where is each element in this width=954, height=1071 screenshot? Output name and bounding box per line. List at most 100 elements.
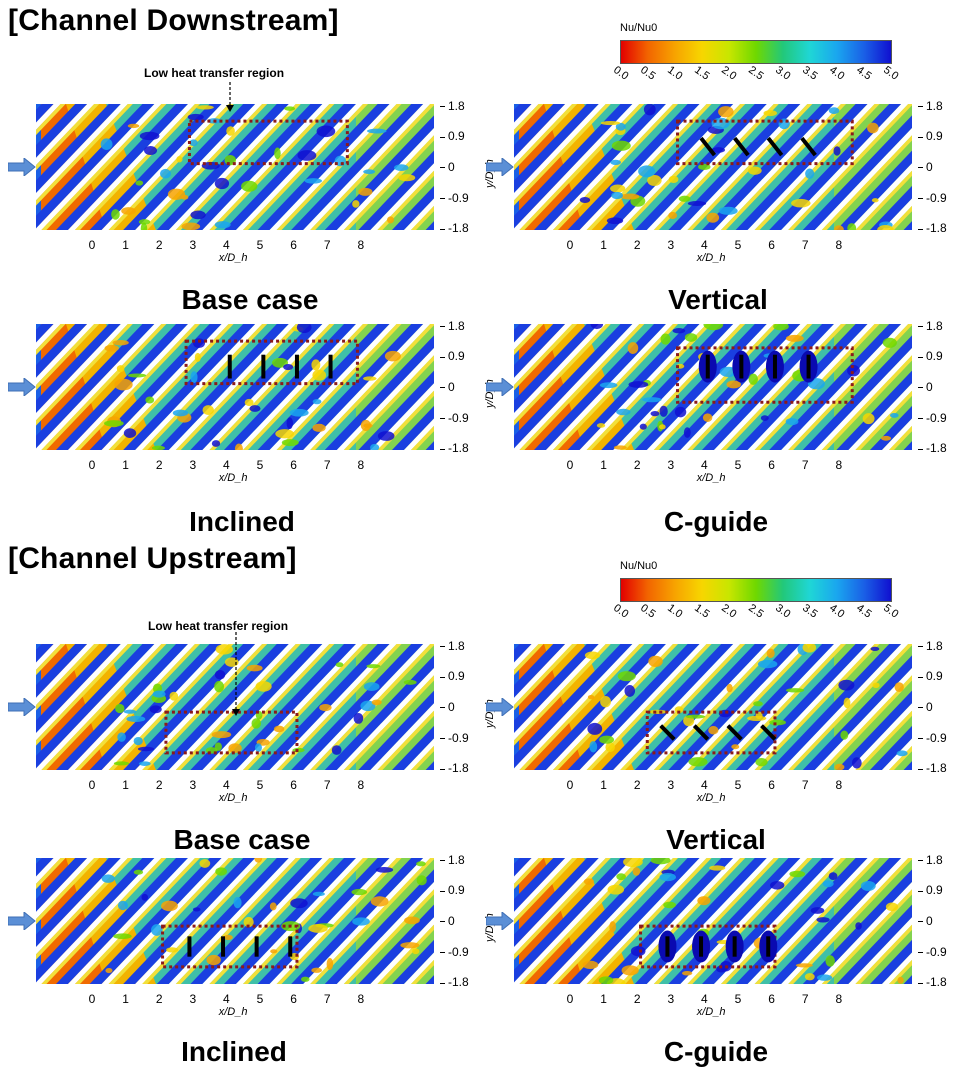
contour-blob bbox=[860, 880, 876, 891]
low-nu-band bbox=[75, 644, 200, 770]
rib-gap bbox=[269, 858, 397, 984]
rib-gap bbox=[269, 104, 397, 230]
contour-blob bbox=[791, 198, 811, 208]
rib-gap bbox=[680, 104, 808, 230]
contour-blob bbox=[833, 146, 841, 156]
contour-blob bbox=[613, 445, 627, 450]
rib-gap bbox=[202, 644, 330, 770]
contour-blob bbox=[870, 646, 880, 652]
contour-blob bbox=[160, 168, 171, 179]
contour-blob bbox=[828, 872, 838, 880]
y-tick-label: 0.9 bbox=[918, 669, 943, 683]
low-nu-band bbox=[553, 858, 678, 984]
contour-blob bbox=[241, 180, 258, 192]
x-tick-label: 1 bbox=[122, 238, 129, 252]
colorbar-title: Nu/Nu0 bbox=[620, 560, 658, 572]
contour-blob bbox=[584, 651, 601, 660]
rib-gap bbox=[36, 104, 162, 230]
guide-vane bbox=[800, 136, 817, 157]
contour-blob bbox=[353, 712, 364, 724]
contour-blob bbox=[101, 874, 115, 883]
high-nu-band bbox=[769, 104, 902, 230]
contour-blob bbox=[616, 873, 626, 881]
contour-blob bbox=[703, 324, 724, 331]
y-tick-label: 1.8 bbox=[918, 319, 943, 333]
contour-blob bbox=[311, 967, 323, 973]
contour-blob bbox=[377, 431, 395, 441]
contour-panel-upstream-base: 0 1 2 3 4 5 6 7 8 x/D_h 1.8 0.9 0 -0.9 -1.8 y/D_h bbox=[7, 632, 496, 804]
contour-blob bbox=[273, 725, 285, 733]
y-tick-label: 0 bbox=[918, 700, 933, 714]
colorbar-tick-label: 0.0 bbox=[611, 64, 631, 83]
x-tick-label: 7 bbox=[801, 458, 809, 472]
high-nu-band bbox=[514, 644, 633, 769]
contour-blob bbox=[847, 365, 861, 377]
low-nu-band bbox=[108, 858, 234, 984]
x-tick-label: 6 bbox=[768, 458, 775, 472]
contour-blob bbox=[113, 933, 132, 940]
contour-blob bbox=[215, 644, 234, 655]
contour-blob bbox=[587, 722, 603, 735]
colorbar-title: Nu/Nu0 bbox=[620, 22, 658, 34]
contour-blob bbox=[114, 378, 133, 391]
contour-blob bbox=[202, 405, 214, 415]
contour-blob bbox=[638, 165, 656, 178]
contour-plot bbox=[514, 324, 912, 450]
contour-blob bbox=[683, 427, 691, 438]
case-label: C-guide bbox=[663, 1036, 769, 1067]
y-tick-label: 1.8 bbox=[918, 99, 943, 113]
x-tick-label: 4 bbox=[223, 458, 230, 472]
contour-blob bbox=[224, 657, 239, 667]
y-tick-label: 0.9 bbox=[918, 129, 943, 143]
y-tick-label: -0.9 bbox=[440, 731, 469, 745]
y-tick-label: 0 bbox=[918, 914, 933, 928]
colorbar-tick-label: 5.0 bbox=[881, 602, 901, 621]
x-axis-label: x/D_h bbox=[218, 1006, 248, 1018]
contour-blob bbox=[639, 423, 647, 430]
low-heat-transfer-box bbox=[184, 339, 359, 386]
y-tick-label: -0.9 bbox=[918, 191, 947, 205]
contour-plot bbox=[36, 324, 434, 450]
rib-gap bbox=[714, 104, 841, 230]
contour-blob bbox=[674, 706, 684, 714]
contour-blob bbox=[816, 974, 833, 981]
y-tick-label: 0 bbox=[440, 914, 455, 928]
colorbar-gradient bbox=[620, 40, 892, 64]
contour-blob bbox=[789, 870, 806, 878]
rib-gap bbox=[680, 644, 808, 770]
contour-blob bbox=[627, 342, 639, 354]
rib-gap bbox=[202, 104, 330, 230]
low-nu-band bbox=[721, 858, 846, 984]
rib-gap bbox=[781, 858, 909, 984]
low-nu-band bbox=[310, 104, 434, 230]
x-tick-label: 2 bbox=[155, 238, 163, 252]
low-nu-band bbox=[175, 324, 301, 450]
contour-blob bbox=[766, 648, 775, 659]
contour-blob bbox=[697, 896, 711, 906]
case-label: Vertical bbox=[666, 824, 766, 855]
colorbar-tick-label: 5.0 bbox=[881, 64, 901, 83]
low-nu-band bbox=[514, 324, 578, 391]
contour-blob bbox=[726, 380, 741, 389]
contour-blob bbox=[360, 700, 376, 712]
low-nu-band bbox=[721, 644, 846, 770]
x-tick-label: 4 bbox=[223, 778, 230, 792]
colorbar-downstream: Nu/Nu0 0.0 0.5 1.0 1.5 2.0 2.5 3.0 3.5 4.0 4.5 5.0 bbox=[611, 22, 901, 83]
low-nu-band bbox=[175, 858, 301, 984]
guide-vane bbox=[766, 136, 784, 157]
contour-blob bbox=[769, 719, 786, 726]
x-axis-label: x/D_h bbox=[218, 472, 248, 484]
case-label: C-guide bbox=[663, 506, 769, 537]
contour-blob bbox=[104, 420, 124, 427]
rib-gap bbox=[168, 104, 296, 230]
high-nu-band bbox=[534, 858, 666, 984]
contour-blob bbox=[755, 758, 768, 767]
contour-blob bbox=[659, 405, 668, 417]
high-nu-band bbox=[514, 858, 633, 983]
contour-blob bbox=[615, 122, 626, 131]
contour-panel-downstream-base: 0 1 2 3 4 5 6 7 8 x/D_h 1.8 0.9 0 -0.9 -1.8 y/D_h bbox=[7, 82, 496, 264]
low-nu-band bbox=[586, 644, 712, 770]
rib-gap bbox=[370, 163, 434, 230]
rib-gap bbox=[236, 858, 363, 984]
rib-gap bbox=[546, 644, 673, 770]
